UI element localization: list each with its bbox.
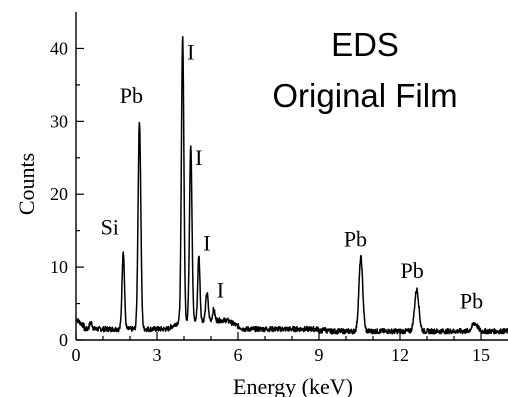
peak-label: I — [187, 39, 194, 64]
peak-label: I — [217, 278, 224, 303]
x-tick-label: 3 — [153, 345, 162, 365]
peak-label: Pb — [401, 258, 424, 283]
axes: 0 3 6 9 12 15 0 10 20 30 40 — [50, 12, 508, 365]
x-tick-label: 0 — [72, 345, 81, 365]
y-tick-label: 20 — [50, 184, 68, 204]
y-tick-label: 0 — [59, 330, 68, 350]
x-axis-title: Energy (keV) — [233, 374, 353, 397]
x-tick-label: 12 — [391, 345, 409, 365]
x-tick-label: 15 — [472, 345, 490, 365]
spectrum-layer — [75, 36, 508, 335]
chart-title-line-2: Original Film — [272, 77, 457, 114]
peak-label: Si — [101, 214, 119, 239]
x-tick-label: 9 — [315, 345, 324, 365]
y-tick-label: 40 — [50, 38, 68, 58]
spectrum-line — [75, 36, 508, 335]
x-tick-label: 6 — [234, 345, 243, 365]
peak-label: I — [203, 230, 210, 255]
chart-title-line-1: EDS — [331, 26, 399, 63]
peak-label: Pb — [344, 227, 367, 252]
peak-label: I — [195, 145, 202, 170]
peak-label: Pb — [460, 289, 483, 314]
peak-label: Pb — [120, 83, 143, 108]
y-tick-label: 30 — [50, 111, 68, 131]
y-axis-title: Counts — [14, 153, 39, 215]
y-tick-label: 10 — [50, 257, 68, 277]
